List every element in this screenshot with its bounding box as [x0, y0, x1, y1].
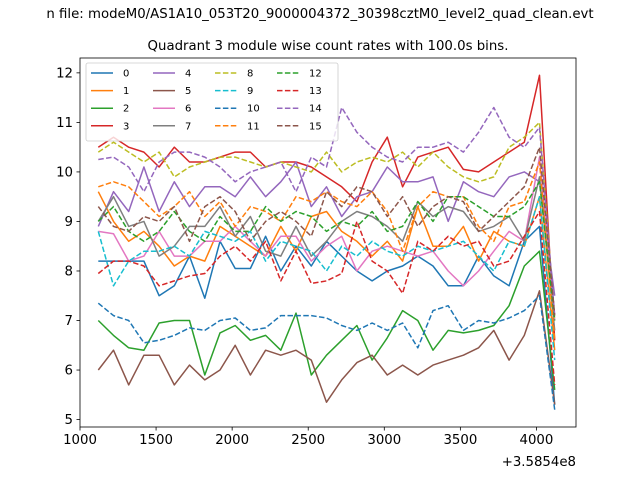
- x-tick-label: 2500: [291, 433, 325, 448]
- series-line-1: [97, 191, 556, 351]
- x-tick-label: 2000: [215, 433, 249, 448]
- y-tick-label: 6: [65, 364, 73, 379]
- legend-label-3: 3: [123, 121, 129, 132]
- y-tick-label: 9: [65, 215, 73, 230]
- y-tick-label: 10: [56, 165, 73, 180]
- y-tick-label: 8: [65, 264, 73, 279]
- legend-label-1: 1: [123, 86, 129, 97]
- legend-frame: [85, 62, 339, 142]
- legend-label-4: 4: [185, 69, 191, 80]
- legend-label-2: 2: [123, 104, 129, 115]
- legend-label-9: 9: [247, 86, 253, 97]
- x-tick-label: 1000: [63, 433, 97, 448]
- x-axis: 1000 1500 2000 2500 3000 3500 4000: [63, 427, 553, 448]
- legend-label-7: 7: [185, 121, 191, 132]
- series-line-10: [97, 294, 556, 410]
- legend-label-15: 15: [309, 121, 322, 132]
- x-tick-label: 4000: [520, 433, 554, 448]
- y-tick-label: 7: [65, 314, 73, 329]
- legend-label-14: 14: [309, 104, 322, 115]
- series-line-4: [97, 161, 556, 296]
- legend-label-0: 0: [123, 69, 129, 80]
- series-line-8: [97, 121, 556, 321]
- legend-label-8: 8: [247, 69, 253, 80]
- series-line-12: [97, 181, 556, 321]
- series-line-13: [97, 210, 556, 385]
- x-tick-label: 3500: [443, 433, 477, 448]
- series-line-9: [97, 195, 556, 361]
- chart-title: Quadrant 3 module wise count rates with …: [148, 39, 509, 54]
- legend-label-11: 11: [247, 121, 260, 132]
- y-tick-label: 12: [56, 66, 73, 81]
- legend-label-10: 10: [247, 104, 260, 115]
- legend-label-6: 6: [185, 104, 191, 115]
- y-axis: 5 6 7 8 9 10 11 12: [56, 66, 80, 428]
- plot-area-frame: [79, 57, 577, 428]
- series-line-6: [98, 156, 556, 321]
- y-tick-label: 5: [65, 413, 73, 428]
- series-line-7: [97, 176, 556, 331]
- x-tick-label: 3000: [367, 433, 401, 448]
- series-layer: [97, 74, 556, 410]
- chart-suptitle: n file: modeM0/AS1A10_053T20_9000004372_…: [46, 7, 593, 22]
- legend-label-5: 5: [185, 86, 191, 97]
- x-axis-offset-label: +3.5854e8: [502, 455, 576, 470]
- series-line-3: [97, 74, 556, 341]
- series-line-0: [98, 225, 556, 405]
- series-line-5: [97, 290, 556, 405]
- legend-label-13: 13: [309, 86, 322, 97]
- series-line-15: [97, 146, 556, 316]
- series-line-14: [98, 106, 556, 316]
- x-tick-label: 1500: [139, 433, 173, 448]
- legend-label-12: 12: [309, 69, 322, 80]
- y-tick-label: 11: [56, 116, 73, 131]
- series-line-2: [97, 250, 556, 390]
- series-line-11: [98, 161, 556, 341]
